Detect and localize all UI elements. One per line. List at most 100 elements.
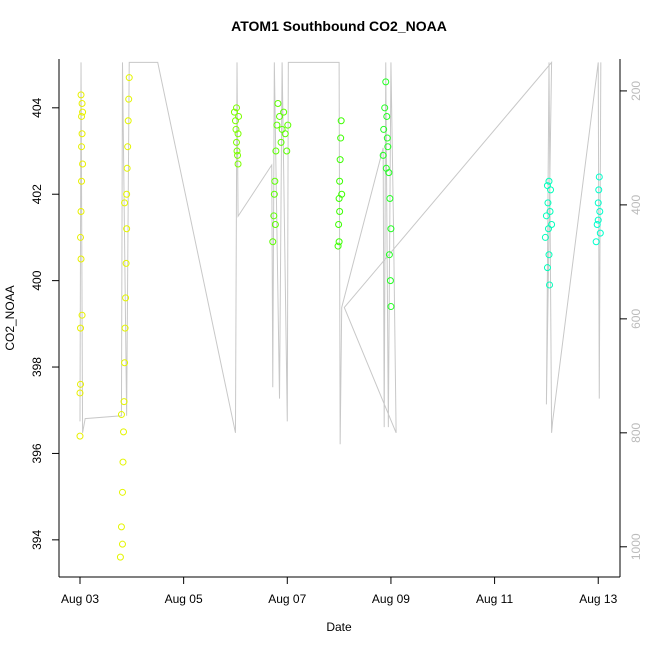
data-point [76, 432, 84, 440]
data-point [541, 233, 549, 241]
data-point [120, 398, 128, 406]
data-point [335, 220, 343, 228]
data-point [77, 91, 85, 99]
data-point [125, 74, 133, 82]
data-point [334, 242, 342, 250]
data-point [596, 229, 604, 237]
data-point [547, 186, 555, 194]
data-point [593, 220, 601, 228]
data-point [234, 160, 242, 168]
data-point [125, 95, 133, 103]
data-point [235, 112, 243, 120]
data-point [336, 208, 344, 216]
x-tick-label: Aug 11 [476, 592, 513, 606]
x-tick-label: Aug 09 [372, 592, 410, 606]
data-point [271, 220, 279, 228]
data-point [121, 199, 129, 207]
y2-tick-label: 600 [629, 309, 643, 329]
data-point [79, 160, 87, 168]
data-point [117, 411, 125, 419]
data-point [543, 264, 551, 272]
data-point [545, 177, 553, 185]
data-point [118, 488, 126, 496]
data-point [124, 117, 132, 125]
y-tick-label: 400 [30, 270, 44, 290]
data-point [77, 233, 85, 241]
data-point [78, 311, 86, 319]
y-tick-label: 398 [30, 357, 44, 377]
data-point [77, 255, 85, 263]
data-point [124, 143, 132, 151]
data-point [123, 225, 131, 233]
data-point [77, 208, 85, 216]
pressure-line [79, 61, 602, 445]
data-point [77, 324, 85, 332]
data-point [274, 99, 282, 107]
data-point [78, 130, 86, 138]
data-point [548, 220, 556, 228]
data-point [383, 134, 391, 142]
data-point [116, 553, 124, 561]
data-point [385, 251, 393, 259]
y-axis-label: CO2_NOAA [3, 285, 17, 350]
data-point [386, 195, 394, 203]
data-point [281, 130, 289, 138]
data-point [544, 199, 552, 207]
data-point [542, 212, 550, 220]
data-point [269, 238, 277, 246]
data-point [595, 173, 603, 181]
data-point [270, 212, 278, 220]
data-point [381, 104, 389, 112]
data-point [284, 121, 292, 129]
data-point [270, 190, 278, 198]
y2-tick-label: 800 [629, 422, 643, 442]
data-point [120, 428, 128, 436]
x-tick-label: Aug 07 [268, 592, 306, 606]
data-point [379, 151, 387, 159]
data-point [335, 238, 343, 246]
data-point [230, 108, 238, 116]
data-point [278, 125, 286, 133]
data-point [78, 177, 86, 185]
data-point [276, 112, 284, 120]
data-point [338, 190, 346, 198]
data-point [77, 380, 85, 388]
data-point [384, 143, 392, 151]
data-point [272, 147, 280, 155]
data-point [232, 138, 240, 146]
data-point [234, 130, 242, 138]
data-point [121, 324, 129, 332]
x-tick-label: Aug 13 [579, 592, 617, 606]
plot-area [76, 61, 604, 561]
y2-tick-label: 200 [629, 81, 643, 101]
data-point [78, 112, 86, 120]
data-point [386, 277, 394, 285]
data-point [119, 458, 127, 466]
data-point [545, 251, 553, 259]
data-point [280, 108, 288, 116]
data-point [383, 112, 391, 120]
data-point [277, 138, 285, 146]
data-point [76, 389, 84, 397]
data-point [337, 117, 345, 125]
y2-tick-label: 1000 [629, 533, 643, 560]
data-point [594, 199, 602, 207]
data-point [336, 156, 344, 164]
chart-title: ATOM1 Southbound CO2_NOAA [231, 18, 447, 34]
data-point [594, 216, 602, 224]
x-axis-label: Date [326, 620, 352, 634]
data-point [117, 523, 125, 531]
data-point [78, 99, 86, 107]
data-point [337, 134, 345, 142]
data-point [592, 238, 600, 246]
data-point [596, 208, 604, 216]
y-tick-label: 394 [30, 530, 44, 550]
data-point [233, 147, 241, 155]
data-point [121, 359, 129, 367]
data-point [122, 294, 130, 302]
data-point [336, 177, 344, 185]
data-point [232, 104, 240, 112]
data-point [382, 164, 390, 172]
data-point [382, 78, 390, 86]
